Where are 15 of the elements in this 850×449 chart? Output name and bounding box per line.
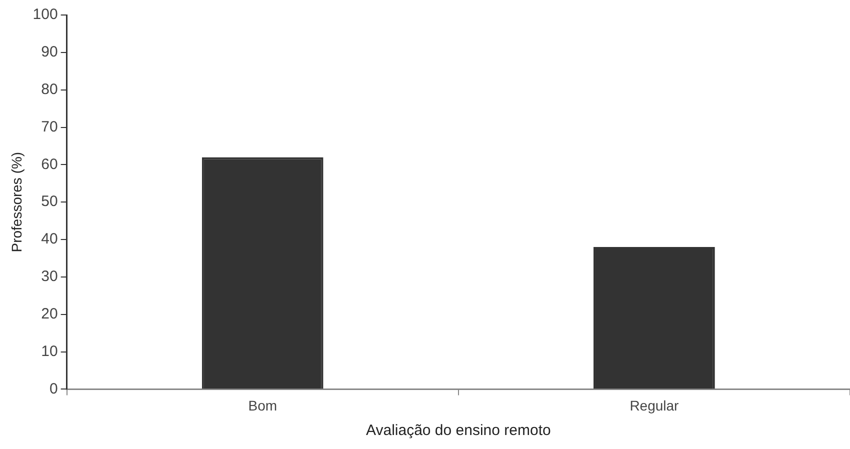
x-tick-label: Bom (248, 397, 278, 414)
y-tick-label: 90 (41, 44, 58, 61)
y-tick-label: 50 (41, 193, 58, 210)
y-tick-label: 40 (41, 230, 58, 248)
y-axis-title: Professores (%) (8, 152, 24, 252)
y-tick-label: 10 (41, 342, 58, 360)
y-tick-label: 20 (41, 306, 58, 322)
y-tick-label: 60 (41, 156, 58, 173)
y-tick-label: 30 (41, 268, 58, 286)
y-tick-label: 70 (41, 118, 58, 136)
x-axis-title: Avaliação do ensino remoto (366, 422, 551, 440)
y-tick-label: 0 (49, 380, 58, 398)
y-tick-label: 100 (32, 6, 58, 24)
y-tick-label: 80 (41, 80, 58, 98)
x-tick-label: Regular (630, 397, 680, 414)
